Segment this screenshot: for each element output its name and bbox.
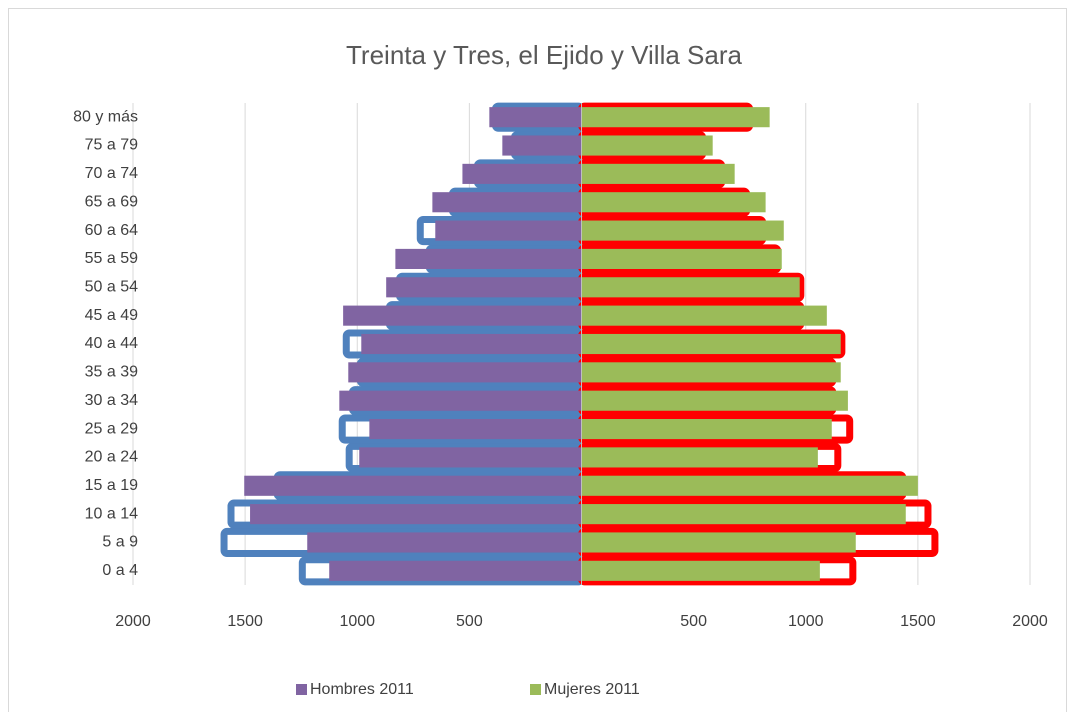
bar <box>361 333 582 355</box>
bar <box>581 504 906 525</box>
bar <box>489 107 582 128</box>
bar <box>581 163 735 184</box>
x-tick-label: 1000 <box>339 613 375 630</box>
x-tick-label: 1500 <box>227 613 263 630</box>
y-tick-label: 0 a 4 <box>102 562 138 579</box>
y-tick-label: 5 a 9 <box>102 534 138 551</box>
bar <box>581 135 713 156</box>
labels: 2000 1500 1000 500 500 1000 1500 2000 0 a 4 5 a 9… <box>73 108 1048 698</box>
x-tick-label: 500 <box>456 613 483 630</box>
bar <box>581 107 770 128</box>
legend-label: Mujeres 2011 <box>544 681 640 698</box>
bar <box>581 560 820 581</box>
y-tick-label: 30 a 34 <box>85 392 138 409</box>
y-tick-label: 65 a 69 <box>85 193 138 210</box>
bar <box>581 390 848 411</box>
y-tick-label: 70 a 74 <box>85 165 138 182</box>
legend-swatch <box>296 684 307 695</box>
y-tick-label: 10 a 14 <box>85 505 138 522</box>
bar <box>581 192 766 213</box>
y-tick-label: 45 a 49 <box>85 307 138 324</box>
y-tick-label: 80 y más <box>73 108 138 125</box>
bar <box>581 277 800 298</box>
bar <box>343 305 582 326</box>
bar <box>581 362 841 383</box>
legend-swatch <box>530 684 541 695</box>
y-tick-label: 40 a 44 <box>85 335 138 352</box>
bar <box>581 220 784 241</box>
bar <box>581 475 918 496</box>
bar <box>348 362 582 383</box>
bar <box>307 532 582 553</box>
y-tick-label: 25 a 29 <box>85 420 138 437</box>
bar <box>502 135 582 156</box>
x-tick-label: 500 <box>680 613 707 630</box>
x-tick-label: 1500 <box>900 613 936 630</box>
y-tick-label: 15 a 19 <box>85 477 138 494</box>
legend-label: Hombres 2011 <box>310 681 414 698</box>
bar <box>581 305 827 326</box>
y-tick-label: 60 a 64 <box>85 222 138 239</box>
bar <box>369 419 582 440</box>
bar <box>329 560 582 581</box>
y-tick-label: 20 a 24 <box>85 449 138 466</box>
y-tick-label: 75 a 79 <box>85 137 138 154</box>
bar <box>244 475 582 496</box>
chart-title: Treinta y Tres, el Ejido y Villa Sara <box>346 40 742 70</box>
x-tick-label: 2000 <box>1012 613 1048 630</box>
y-tick-label: 50 a 54 <box>85 279 138 296</box>
x-tick-label: 1000 <box>788 613 824 630</box>
bars <box>220 102 939 586</box>
bar <box>339 390 582 411</box>
x-tick-label: 2000 <box>115 613 151 630</box>
bar <box>250 504 582 525</box>
bar <box>581 447 818 468</box>
bar <box>359 447 582 468</box>
y-tick-label: 55 a 59 <box>85 250 138 267</box>
bar <box>581 419 832 440</box>
bar <box>462 163 582 184</box>
bar <box>432 192 582 213</box>
bar <box>581 248 782 269</box>
bar <box>581 532 856 553</box>
bar <box>581 333 841 355</box>
y-tick-label: 35 a 39 <box>85 364 138 381</box>
bar <box>395 248 582 269</box>
bar <box>386 277 582 298</box>
bar <box>435 220 582 241</box>
